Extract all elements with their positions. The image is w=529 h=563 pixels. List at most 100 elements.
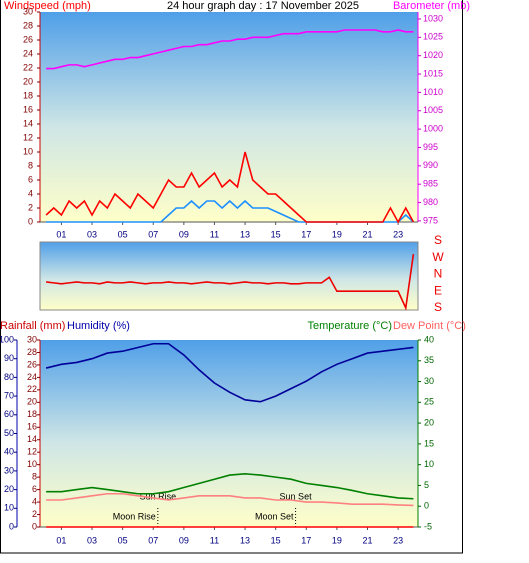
plot-area [40,340,418,527]
x-tick-label: 13 [240,535,250,545]
y-tick-label: 0 [424,501,429,511]
x-tick-label: 09 [179,535,189,545]
y-tick-label: 8 [32,472,37,482]
y-tick-label: 24 [27,372,37,382]
series-line [46,492,414,507]
x-tick-label: 23 [393,229,403,239]
y-tick-label: 25 [424,397,434,407]
x-tick-label: 15 [271,229,281,239]
y-tick-label: 4 [28,188,33,198]
x-tick-label: 05 [118,535,128,545]
y-tick-label: 18 [23,90,33,100]
y-tick-label: 26 [23,34,33,44]
y-tick-label: 24 [23,48,33,58]
y-tick-label: 18 [27,409,37,419]
y-tick-label: -5 [424,521,432,531]
y-tick-label: 20 [23,76,33,86]
y-tick-label: 35 [424,355,434,365]
y-tick-label: 10 [4,503,14,513]
y-tick-label: E [434,283,442,297]
y-tick-label: S [434,233,442,247]
y-tick-label: 28 [23,20,33,30]
y-tick-label: N [434,267,443,281]
axis-title: Windspeed (mph) [4,0,91,12]
y-tick-label: 10 [23,146,33,156]
y-tick-label: 985 [423,179,438,189]
y-tick-label: 10 [27,459,37,469]
y-tick-label: 28 [27,347,37,357]
x-tick-label: 19 [332,229,342,239]
x-tick-label: 03 [87,229,97,239]
x-tick-label: 01 [56,229,66,239]
axis-title: Barometer (mb) [393,0,470,12]
series-line [46,253,415,311]
y-tick-label: 40 [4,447,14,457]
frame [0,0,463,554]
y-tick-label: S [434,300,442,314]
y-tick-label: 30 [424,376,434,386]
y-tick-label: 90 [4,353,14,363]
y-tick-label: 12 [23,132,33,142]
y-tick-label: 8 [28,160,33,170]
x-tick-label: 11 [210,535,219,545]
y-tick-label: 0 [9,521,14,531]
y-tick-label: 14 [23,118,33,128]
y-tick-label: 10 [424,459,434,469]
y-tick-label: 1030 [423,13,443,23]
y-tick-label: 22 [23,62,33,72]
y-tick-label: 1015 [423,68,443,78]
y-tick-label: 20 [424,417,434,427]
y-tick-label: 0 [32,521,37,531]
y-tick-label: 16 [23,104,33,114]
x-tick-label: 13 [240,229,250,239]
y-tick-label: 2 [28,202,33,212]
y-tick-label: 5 [424,480,429,490]
x-tick-label: 07 [148,535,158,545]
y-tick-label: 1025 [423,32,443,42]
y-tick-label: 30 [4,465,14,475]
x-tick-label: 01 [56,535,66,545]
x-tick-label: 03 [87,535,97,545]
y-tick-label: 4 [32,496,37,506]
annotation: Moon Set [255,511,294,521]
y-tick-label: 20 [27,397,37,407]
axis-title: Humidity (%) [67,320,130,332]
x-tick-label: 23 [393,535,403,545]
y-tick-label: 100 [0,334,14,344]
plot-area [39,241,419,311]
y-tick-label: 975 [423,215,438,225]
x-tick-label: 15 [271,535,281,545]
x-tick-label: 21 [362,229,372,239]
axis-title: Rainfall (mm) [0,320,65,332]
x-tick-label: 21 [362,535,372,545]
y-tick-label: 1010 [423,87,443,97]
x-tick-label: 05 [118,229,128,239]
y-tick-label: 30 [27,334,37,344]
axis-title: Temperature (°C) [308,320,392,332]
y-tick-label: 0 [28,216,33,226]
x-tick-label: 11 [210,229,219,239]
y-tick-label: 22 [27,384,37,394]
y-tick-label: 16 [27,422,37,432]
y-tick-label: 980 [423,197,438,207]
y-tick-label: 1005 [423,105,443,115]
y-tick-label: 70 [4,390,14,400]
plot-area [40,12,418,222]
y-tick-label: 2 [32,509,37,519]
y-tick-label: 1020 [423,50,443,60]
y-tick-label: 990 [423,160,438,170]
annotation: Moon Rise [113,511,156,521]
x-tick-label: 09 [179,229,189,239]
y-tick-label: 15 [424,438,434,448]
y-tick-label: 995 [423,142,438,152]
y-tick-label: 30 [23,6,33,16]
x-tick-label: 17 [301,535,311,545]
series-line [46,29,414,70]
y-tick-label: 60 [4,409,14,419]
y-tick-label: 6 [32,484,37,494]
annotation: Sun Rise [140,491,177,501]
y-tick-label: 26 [27,359,37,369]
series-line [45,342,414,403]
chart-title: 24 hour graph day : 17 November 2025 [167,0,359,12]
